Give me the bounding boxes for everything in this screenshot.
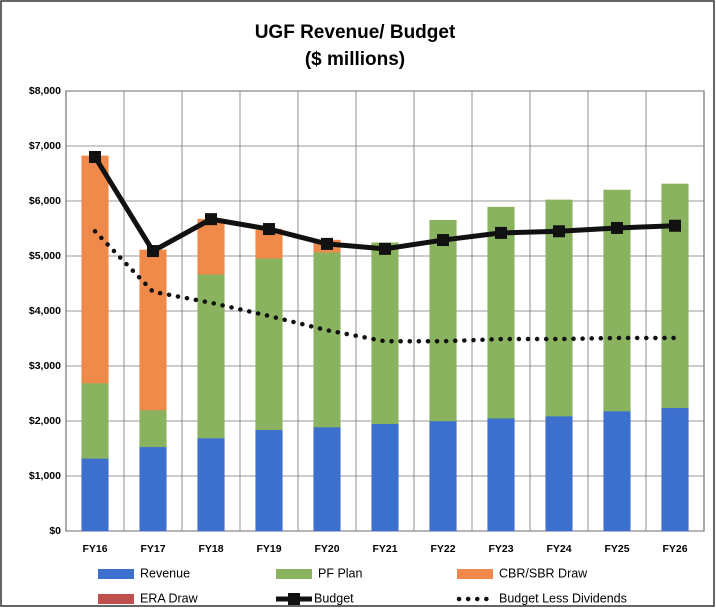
bar-segment bbox=[371, 423, 399, 532]
y-tick-label: $0 bbox=[49, 525, 61, 537]
bar-segment bbox=[661, 407, 689, 532]
marker bbox=[263, 223, 275, 236]
marker bbox=[495, 226, 507, 239]
legend-swatch bbox=[288, 593, 300, 605]
bar-segment bbox=[313, 251, 341, 428]
bar-segment bbox=[661, 183, 689, 409]
y-tick-label: $3,000 bbox=[29, 360, 61, 372]
marker bbox=[379, 242, 391, 255]
marker bbox=[553, 225, 565, 238]
legend-swatch bbox=[276, 569, 312, 579]
legend-swatch bbox=[457, 569, 493, 579]
bar-segment bbox=[197, 218, 225, 275]
y-tick-label: $8,000 bbox=[29, 85, 61, 97]
y-tick-label: $7,000 bbox=[29, 140, 61, 152]
bar-segment bbox=[545, 415, 573, 532]
y-tick-label: $2,000 bbox=[29, 415, 61, 427]
bar-segment bbox=[487, 206, 515, 419]
legend-label: CBR/SBR Draw bbox=[499, 566, 588, 580]
marker bbox=[437, 234, 449, 247]
bar-segment bbox=[371, 242, 399, 424]
x-tick-label: FY20 bbox=[314, 543, 339, 555]
marker bbox=[321, 237, 333, 250]
x-tick-label: FY16 bbox=[82, 543, 107, 555]
legend-swatch bbox=[98, 594, 134, 604]
legend-label: Revenue bbox=[140, 566, 190, 580]
y-tick-label: $1,000 bbox=[29, 470, 61, 482]
bar-segment bbox=[197, 273, 225, 439]
bar-segment bbox=[429, 220, 457, 422]
y-tick-label: $6,000 bbox=[29, 195, 61, 207]
bar-segment bbox=[139, 409, 167, 448]
legend-label: Budget bbox=[314, 591, 354, 605]
marker bbox=[611, 221, 623, 234]
x-tick-label: FY26 bbox=[662, 543, 687, 555]
bar-segment bbox=[255, 257, 283, 431]
bar-segment bbox=[487, 418, 515, 532]
bar-segment bbox=[313, 426, 341, 532]
bar-segment bbox=[81, 382, 109, 459]
x-tick-label: FY23 bbox=[488, 543, 513, 555]
marker bbox=[205, 213, 217, 226]
legend-label: ERA Draw bbox=[140, 591, 199, 605]
marker bbox=[669, 219, 681, 232]
x-tick-label: FY25 bbox=[604, 543, 629, 555]
bar-segment bbox=[139, 446, 167, 532]
x-tick-label: FY18 bbox=[198, 543, 223, 555]
bar-segment bbox=[255, 429, 283, 532]
chart-subtitle: ($ millions) bbox=[305, 49, 405, 70]
legend-label: PF Plan bbox=[318, 566, 363, 580]
legend-label: Budget Less Dividends bbox=[499, 591, 627, 605]
bar-segment bbox=[429, 420, 457, 532]
y-tick-label: $5,000 bbox=[29, 250, 61, 262]
x-tick-label: FY19 bbox=[256, 543, 281, 555]
x-tick-label: FY24 bbox=[546, 543, 571, 555]
x-tick-label: FY22 bbox=[430, 543, 455, 555]
x-tick-label: FY17 bbox=[140, 543, 165, 555]
bar-segment bbox=[81, 458, 109, 532]
marker bbox=[147, 245, 159, 258]
legend-swatch bbox=[98, 569, 134, 579]
y-tick-label: $4,000 bbox=[29, 305, 61, 317]
bar-segment bbox=[197, 437, 225, 532]
chart-title: UGF Revenue/ Budget bbox=[255, 22, 456, 43]
x-tick-label: FY21 bbox=[372, 543, 397, 555]
bar-segment bbox=[139, 249, 167, 411]
marker bbox=[89, 151, 101, 163]
bar-segment bbox=[603, 410, 631, 532]
bar-segment bbox=[81, 155, 109, 384]
